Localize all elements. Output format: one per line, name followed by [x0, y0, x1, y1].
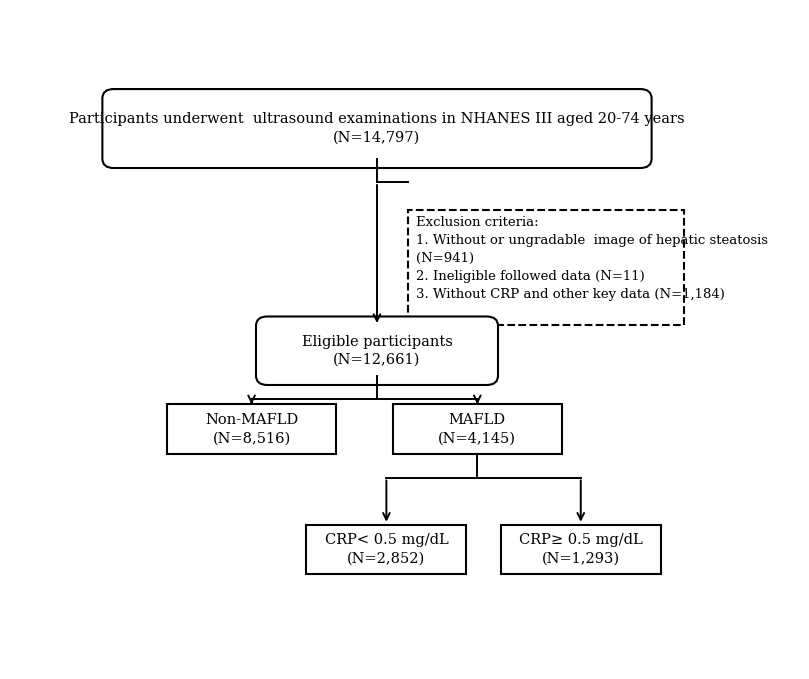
Bar: [409, 210, 684, 325]
Bar: [167, 404, 337, 454]
Text: CRP≥ 0.5 mg/dL
(N=1,293): CRP≥ 0.5 mg/dL (N=1,293): [519, 533, 642, 566]
Bar: [307, 525, 466, 574]
Bar: [501, 525, 661, 574]
Bar: [392, 404, 562, 454]
Text: Non-MAFLD
(N=8,516): Non-MAFLD (N=8,516): [205, 413, 299, 445]
Text: CRP< 0.5 mg/dL
(N=2,852): CRP< 0.5 mg/dL (N=2,852): [324, 533, 448, 566]
Text: Exclusion criteria:
1. Without or ungradable  image of hepatic steatosis
(N=941): Exclusion criteria: 1. Without or ungrad…: [416, 216, 768, 301]
Text: Eligible participants
(N=12,661): Eligible participants (N=12,661): [302, 335, 452, 367]
Text: MAFLD
(N=4,145): MAFLD (N=4,145): [438, 413, 516, 445]
FancyBboxPatch shape: [256, 316, 498, 385]
FancyBboxPatch shape: [103, 89, 651, 168]
Text: Participants underwent  ultrasound examinations in NHANES III aged 20-74 years
(: Participants underwent ultrasound examin…: [70, 112, 684, 145]
